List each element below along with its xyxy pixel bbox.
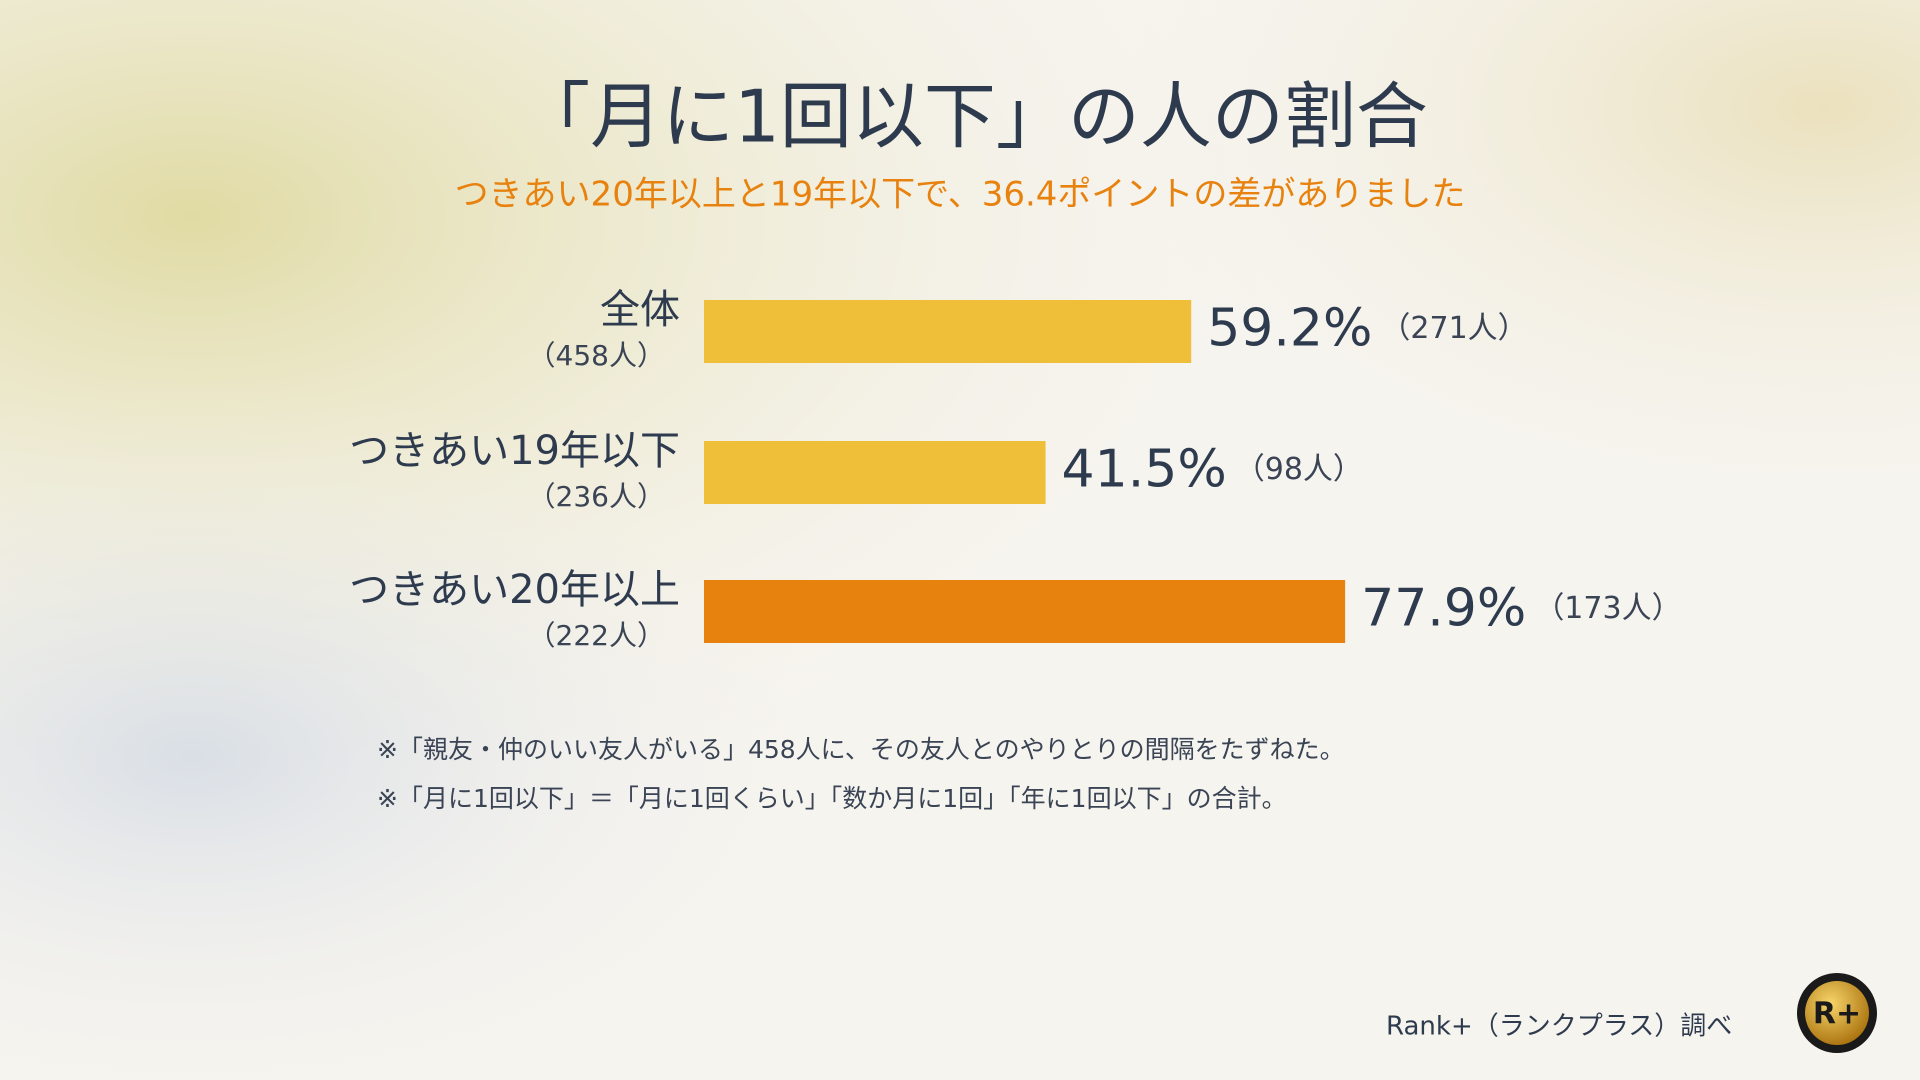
logo-badge [1805,981,1869,1045]
bar [704,441,1046,504]
value-label: 59.2% [1207,299,1372,359]
count-label: （173人） [1534,591,1681,626]
count-label: （98人） [1235,452,1363,487]
source: Rank+（ランクプラス）調べ [1386,1012,1732,1042]
category-label: 全体 [600,287,680,333]
value-label: 41.5% [1062,440,1227,500]
note: ※「親友・仲のいい友人がいる」458人に、その友人とのやりとりの間隔をたずねた。 [377,735,1345,764]
logo: R+ [1813,997,1861,1032]
category-label: つきあい20年以上 [349,567,680,613]
category-label: つきあい19年以下 [349,428,680,474]
value-label: 77.9% [1361,579,1526,639]
bar [704,300,1192,363]
category-sublabel: （458人） [528,339,665,372]
category-sublabel: （222人） [528,619,665,652]
chart-title: 「月に1回以下」の人の割合 [518,75,1428,159]
chart-subtitle: つきあい20年以上と19年以下で、36.4ポイントの差がありました [455,175,1466,215]
bar [704,580,1346,643]
count-label: （271人） [1380,311,1527,346]
note: ※「月に1回以下」＝「月に1回くらい」「数か月に1回」「年に1回以下」の合計。 [377,784,1287,813]
category-sublabel: （236人） [528,480,665,513]
